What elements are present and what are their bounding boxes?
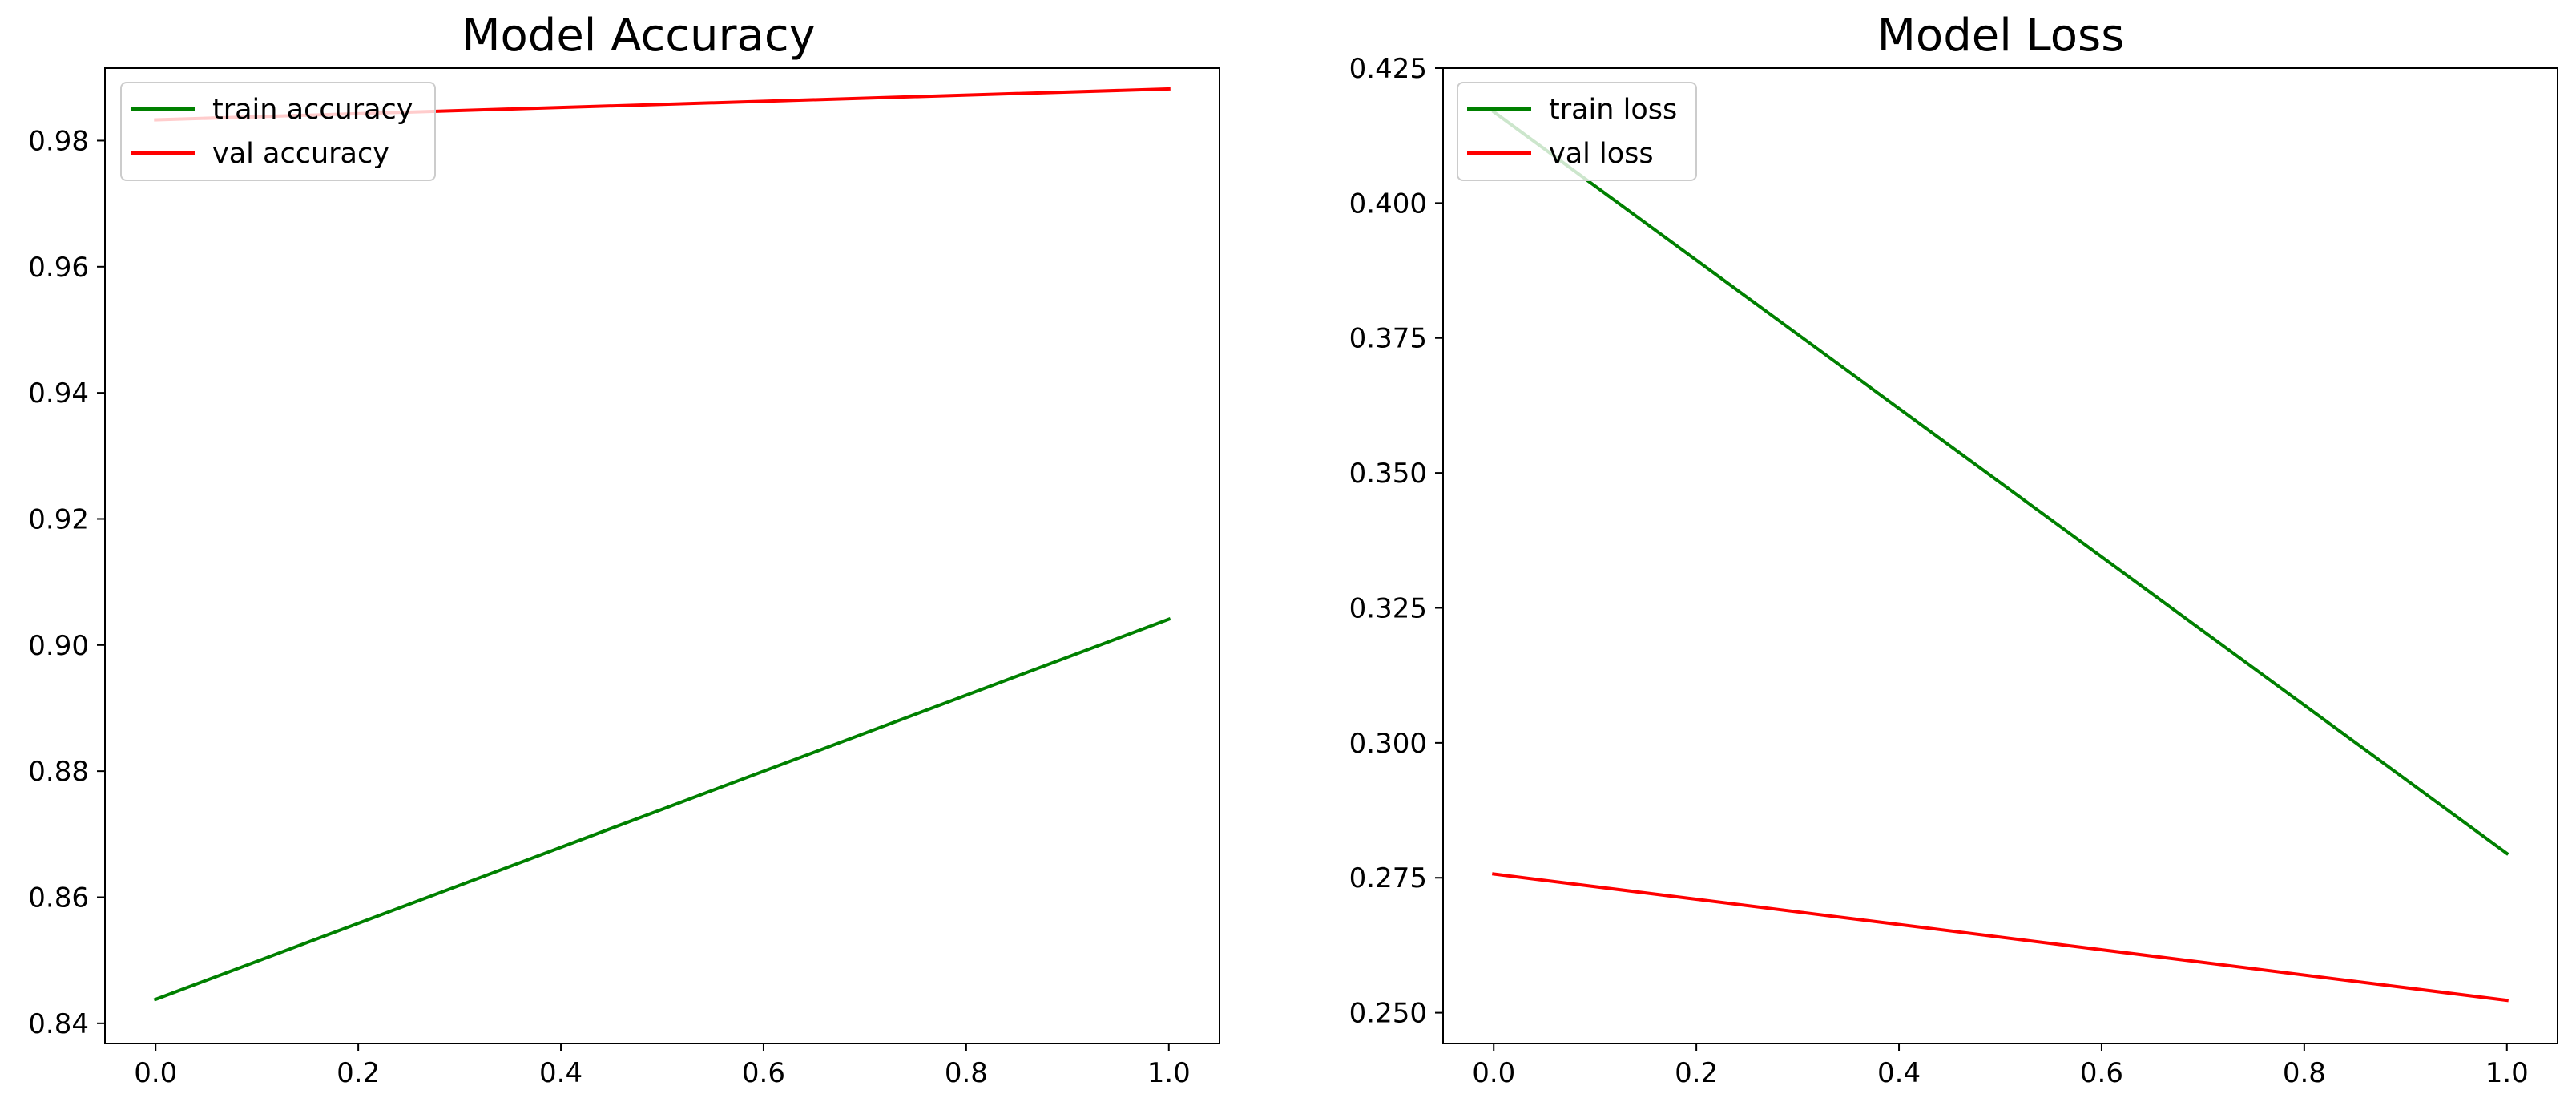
accuracy-plot-frame <box>104 67 1220 1044</box>
loss-x-tick-label: 0.8 <box>2283 1057 2326 1089</box>
loss-x-tick-label: 0.0 <box>1472 1057 1515 1089</box>
loss-y-tick-label: 0.350 <box>1349 458 1427 490</box>
accuracy-y-tick-label: 0.94 <box>28 377 89 410</box>
loss-x-tick-label: 0.6 <box>2080 1057 2123 1089</box>
accuracy-y-axis: 0.84 0.86 0.88 0.90 0.92 0.94 0.96 0.98 <box>28 125 105 1040</box>
accuracy-chart: Model Accuracy 0.0 0.2 0.4 0.6 0.8 1.0 0.840.… <box>28 10 1220 1089</box>
accuracy-y-tick-label: 0.86 <box>28 882 89 914</box>
accuracy-legend-box <box>120 82 436 181</box>
loss-y-tick-label: 0.400 <box>1349 188 1427 220</box>
accuracy-x-axis: 0.0 0.2 0.4 0.6 0.8 1.0 <box>134 1043 1191 1089</box>
loss-series-group <box>1491 109 2509 1003</box>
loss-legend-box <box>1457 82 1697 181</box>
loss-plot-frame <box>1442 67 2558 1044</box>
loss-series-line-val <box>1491 872 2509 1003</box>
loss-legend-label-train: train loss <box>1549 94 1677 126</box>
loss-x-tick-label: 0.2 <box>1675 1057 1718 1089</box>
accuracy-x-tick-label: 0.2 <box>337 1057 380 1089</box>
loss-x-tick-label: 1.0 <box>2485 1057 2529 1089</box>
accuracy-series-line-train <box>153 616 1171 1002</box>
loss-y-tick-label: 0.425 <box>1349 53 1427 85</box>
loss-chart-title: Model Loss <box>1877 10 2125 62</box>
accuracy-y-tick-label: 0.90 <box>28 630 89 662</box>
accuracy-x-tick-label: 0.0 <box>134 1057 177 1089</box>
loss-x-axis: 0.0 0.2 0.4 0.6 0.8 1.0 <box>1472 1043 2529 1089</box>
accuracy-y-tick-label: 0.96 <box>28 252 89 284</box>
accuracy-legend: train accuracy val accuracy <box>120 82 436 181</box>
accuracy-y-tick-label: 0.92 <box>28 503 89 535</box>
accuracy-legend-label-val: val accuracy <box>212 138 389 170</box>
accuracy-plot-area <box>105 68 1219 1043</box>
loss-y-tick-label: 0.375 <box>1349 323 1427 355</box>
accuracy-x-tick-label: 0.8 <box>945 1057 988 1089</box>
loss-series-line-train <box>1491 109 2509 856</box>
loss-y-axis: 0.250 0.275 0.300 0.325 0.350 0.375 0.400 0.425 <box>1349 53 1443 1030</box>
loss-x-tick-label: 0.4 <box>1877 1057 1921 1089</box>
accuracy-x-tick-label: 0.6 <box>742 1057 785 1089</box>
accuracy-chart-title: Model Accuracy <box>462 10 816 62</box>
accuracy-y-tick-label: 0.98 <box>28 125 89 157</box>
loss-legend: train loss val loss <box>1457 82 1697 181</box>
loss-y-tick-label: 0.275 <box>1349 862 1427 894</box>
loss-y-tick-label: 0.300 <box>1349 728 1427 760</box>
accuracy-y-tick-label: 0.84 <box>28 1008 89 1040</box>
accuracy-x-tick-label: 0.4 <box>539 1057 583 1089</box>
accuracy-legend-label-train: train accuracy <box>212 94 413 126</box>
accuracy-x-tick-label: 1.0 <box>1147 1057 1191 1089</box>
loss-chart: Model Loss 0.0 0.2 0.4 0.6 0.8 1.0 0.250 0.275… <box>1349 10 2558 1089</box>
loss-y-tick-label: 0.325 <box>1349 592 1427 624</box>
loss-y-tick-label: 0.250 <box>1349 998 1427 1030</box>
loss-legend-label-val: val loss <box>1549 138 1654 170</box>
accuracy-y-tick-label: 0.88 <box>28 756 89 788</box>
loss-plot-area <box>1443 68 2558 1043</box>
